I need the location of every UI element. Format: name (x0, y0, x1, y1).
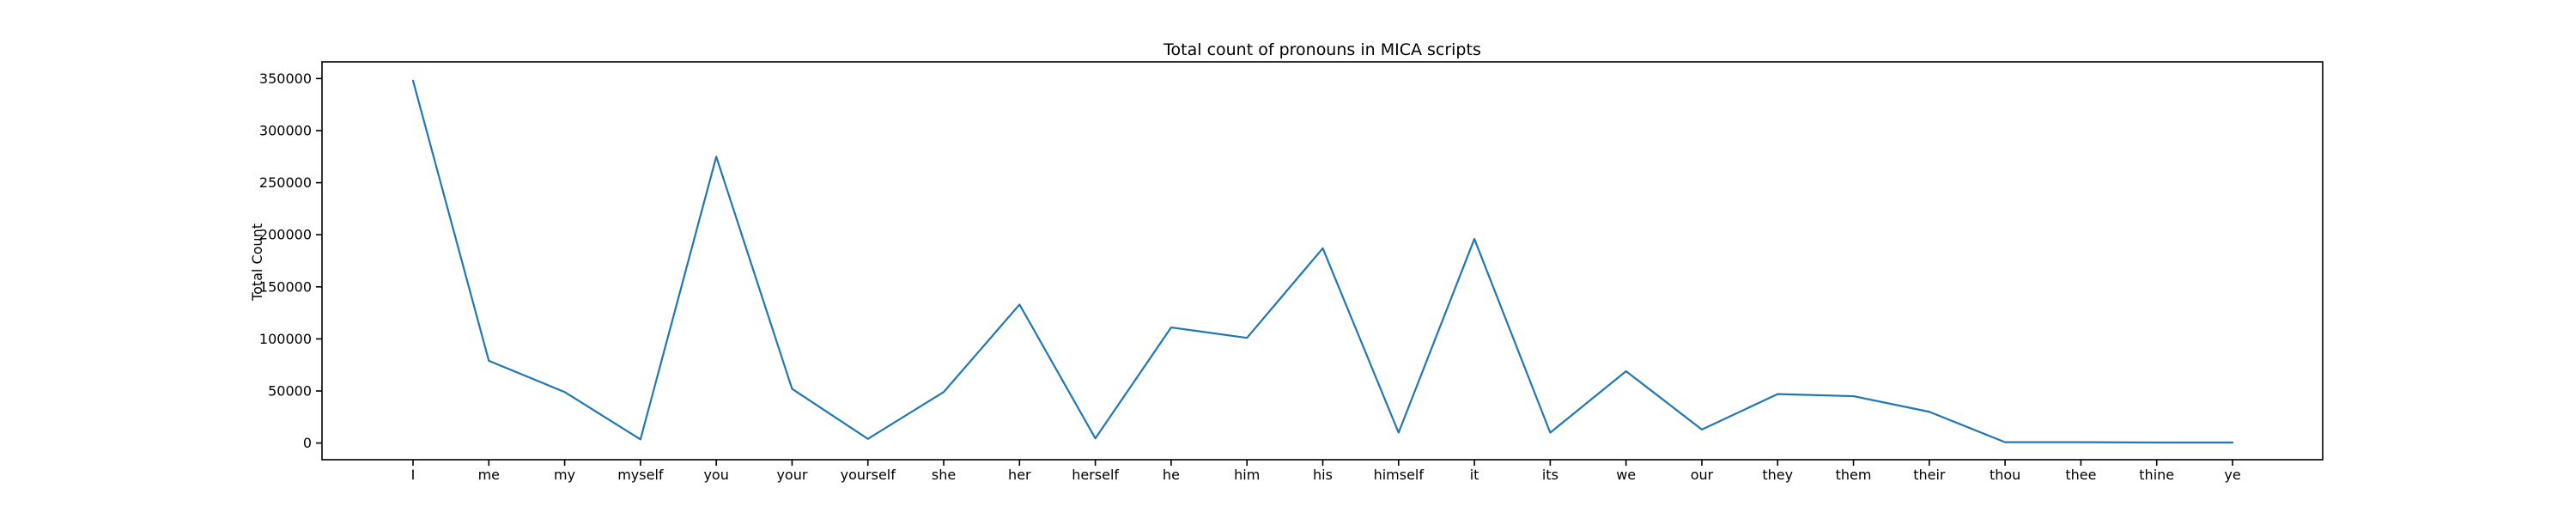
chart-title: Total count of pronouns in MICA scripts (1163, 40, 1481, 59)
x-tick-label: they (1762, 467, 1793, 483)
x-tick-label: it (1470, 467, 1479, 483)
y-axis: 0 50000 100000 150000 200000 250000 300000 3500… (259, 70, 322, 451)
x-tick-label: thine (2139, 467, 2174, 483)
x-tick-label: their (1913, 467, 1946, 483)
x-tick-label: its (1542, 467, 1558, 483)
plot-area-frame (321, 61, 2324, 461)
y-tick-label: 100000 (259, 331, 312, 347)
x-tick-label: herself (1072, 467, 1119, 483)
series-line (411, 79, 2234, 444)
x-tick-label: him (1234, 467, 1260, 483)
x-tick-label: them (1836, 467, 1872, 483)
x-tick-label: you (703, 467, 728, 483)
y-tick-label: 350000 (259, 70, 312, 87)
x-tick-label: I (411, 467, 416, 483)
y-tick-label: 0 (303, 435, 312, 451)
x-tick-label: thee (2065, 467, 2096, 483)
x-tick-label: ye (2224, 467, 2240, 483)
x-tick-label: thou (1990, 467, 2020, 483)
x-tick-label: we (1616, 467, 1636, 483)
x-tick-label: his (1313, 467, 1333, 483)
x-tick-label: our (1691, 467, 1714, 483)
y-axis-title: Total Count (249, 223, 265, 302)
y-tick-label: 200000 (259, 227, 312, 243)
x-tick-label: her (1008, 467, 1031, 483)
x-tick-label: me (478, 467, 500, 483)
y-tick-label: 150000 (259, 278, 312, 295)
x-tick-label: yourself (841, 467, 896, 483)
x-tick-label: myself (617, 467, 664, 483)
x-tick-label: my (554, 467, 575, 483)
x-tick-label: she (932, 467, 956, 483)
x-tick-label: he (1163, 467, 1180, 483)
y-tick-label: 250000 (259, 174, 312, 191)
y-tick-label: 300000 (259, 122, 312, 138)
y-tick-label: 50000 (268, 383, 312, 400)
x-tick-label: himself (1374, 467, 1425, 483)
x-tick-label: your (776, 467, 807, 483)
